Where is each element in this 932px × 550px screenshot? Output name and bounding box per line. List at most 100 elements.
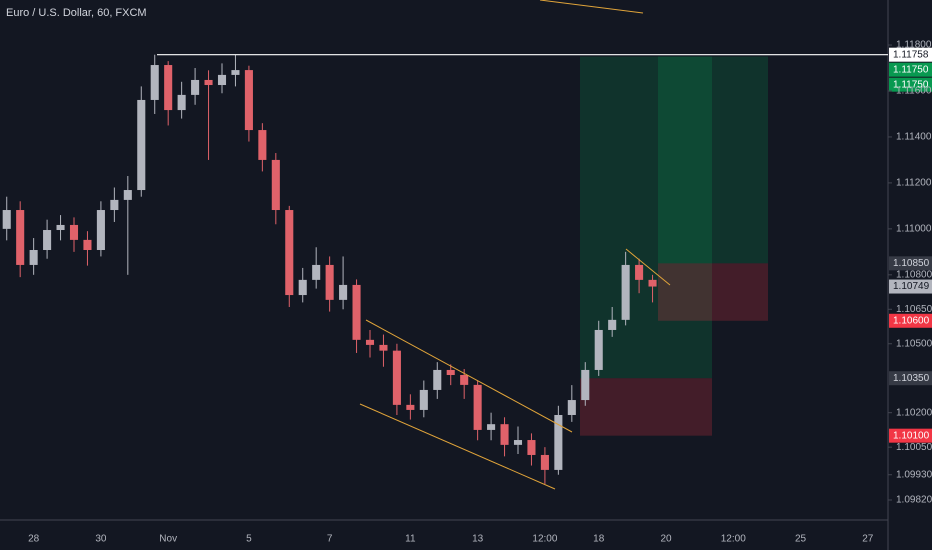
y-tick-label: 1.11200 [896,178,932,189]
candle-body [29,250,38,265]
candle-body [312,264,321,280]
y-tick-label: 1.10200 [896,407,932,418]
price-label-box [889,256,932,271]
price-label: 1.11750 [893,64,929,75]
y-tick-label: 1.09820 [896,495,932,506]
price-label-box [889,371,932,386]
candle-body [648,279,657,287]
stop-zone [658,263,768,321]
x-tick-label: 13 [472,534,484,545]
candle-body [244,70,253,131]
candle-body [352,284,361,340]
candle-body [635,264,644,280]
price-label-box [889,428,932,443]
candle-body [137,99,146,191]
x-tick-label: 12:00 [532,534,557,545]
price-label-box [889,47,932,62]
candle-body [540,454,549,470]
candle-body [433,369,442,390]
price-label-box [889,77,932,92]
x-tick-label: 12:00 [721,534,746,545]
candle-body [285,210,294,296]
candle-body [406,404,415,410]
candle-body [298,279,307,296]
candle-body [487,424,496,430]
candle-body [56,224,65,231]
price-label: 1.10850 [893,258,930,269]
price-label: 1.10100 [893,430,930,441]
position-zones [580,56,768,436]
candle-body [554,414,563,470]
price-label: 1.10749 [893,281,930,292]
x-tick-label: 30 [95,534,107,545]
price-label-box [889,62,932,77]
x-tick-label: Nov [159,534,177,545]
candle-body [392,350,401,405]
candle-body [191,79,200,95]
target-zone [580,56,712,379]
candle-body [217,74,227,86]
candle-body [513,440,523,445]
candle-body [527,440,536,455]
candle-body [500,424,509,445]
chart-title: Euro / U.S. Dollar, 60, FXCM [6,7,147,19]
candle-body [43,230,52,251]
candle-body [621,264,630,320]
price-label: 1.10600 [893,315,930,326]
price-label-box [889,313,932,328]
candle-body [379,344,388,351]
candle-body [608,319,617,330]
candle-body [2,210,11,229]
candle-body [339,284,348,300]
candle-body [581,369,590,401]
price-label: 1.11758 [893,49,929,60]
target-zone [658,56,768,264]
x-tick-label: 27 [862,534,874,545]
candle-body [69,224,79,240]
y-tick-label: 1.11400 [896,132,932,143]
candle-body [594,329,603,370]
candle-body [123,190,132,200]
candle-body [96,210,105,251]
x-tick-label: 7 [327,534,333,545]
stop-zone [580,378,712,436]
wedge-line [625,248,671,286]
x-tick-label: 5 [246,534,252,545]
y-tick-label: 1.10050 [896,442,932,453]
y-tick-label: 1.10500 [896,338,932,349]
x-tick-label: 25 [795,534,807,545]
candle-body [258,130,267,160]
candle-body [16,210,25,265]
y-tick-label: 1.11800 [896,40,932,51]
y-tick-label: 1.11600 [896,86,932,97]
x-tick-label: 18 [593,534,605,545]
y-tick-label: 1.10650 [896,304,932,315]
candle-body [325,264,334,300]
candle-body [460,375,469,385]
y-tick-label: 1.10800 [896,269,932,280]
price-label: 1.10350 [893,373,930,384]
candle-body [231,70,240,75]
price-label-box [889,279,932,294]
candle-body [150,65,159,100]
overlay: 1.11758 1.11750 1.11750 1.10850 1.10749 1.106… [157,47,932,443]
candle-body [271,159,280,211]
channel-bottom [359,403,556,490]
x-tick-label: 28 [28,534,40,545]
candles [2,54,657,484]
candle-body [164,65,173,111]
price-label: 1.11750 [893,79,929,90]
x-tick-label: 11 [405,534,416,545]
candle-body [419,389,428,410]
candle-body [110,199,119,211]
candle-body [365,339,375,345]
candle-body [446,369,455,376]
candle-body [567,400,576,415]
y-tick-label: 1.11000 [896,224,932,235]
candle-body [204,79,213,86]
channel-top [365,319,573,433]
y-tick-label: 1.09930 [896,469,932,480]
candle-body [83,239,92,251]
